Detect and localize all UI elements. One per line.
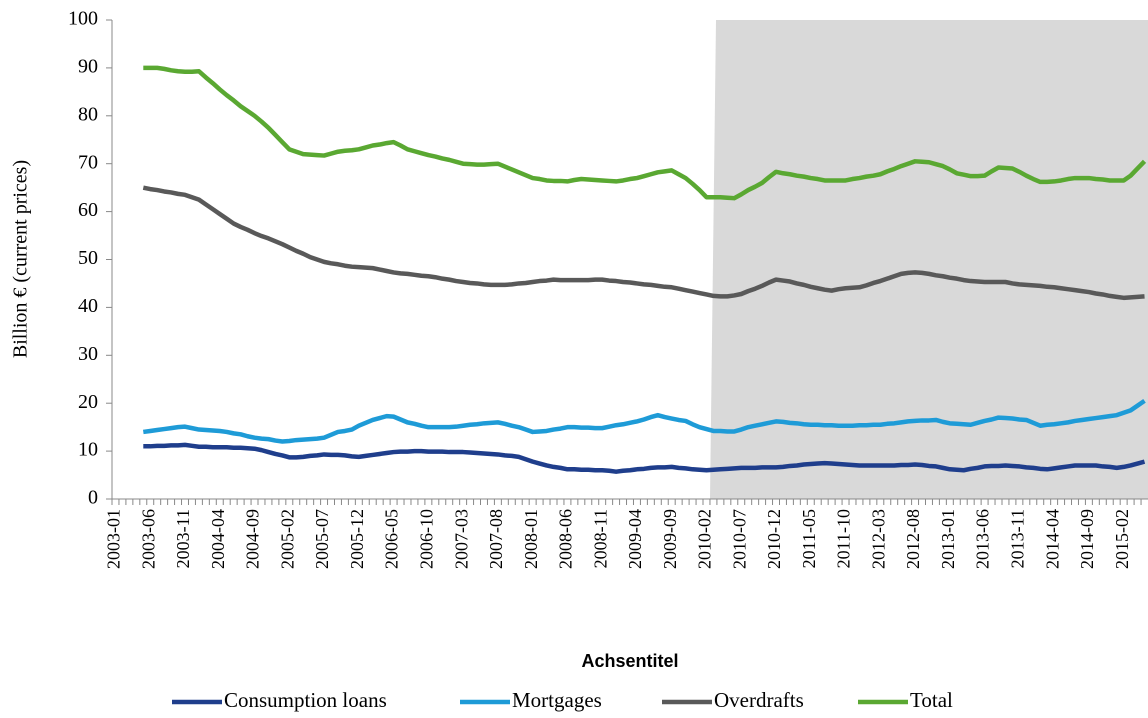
x-tick-label: 2012-08 — [903, 509, 923, 569]
x-tick-label: 2006-10 — [416, 509, 436, 569]
x-tick-label: 2006-05 — [382, 509, 402, 569]
y-axis-title: Billion € (current prices) — [10, 160, 32, 358]
y-tick-label: 50 — [78, 247, 98, 269]
y-tick-label: 80 — [78, 103, 98, 125]
x-tick-label: 2008-01 — [521, 509, 541, 569]
series-line — [142, 185, 1145, 301]
legend-label: Total — [910, 688, 953, 712]
series-line — [143, 65, 1147, 201]
x-tick-label: 2003-06 — [138, 509, 158, 569]
y-tick-label: 0 — [88, 487, 98, 509]
x-tick-label: 2010-07 — [729, 509, 749, 569]
x-tick-label: 2007-03 — [451, 509, 471, 569]
x-tick-label: 2011-10 — [834, 509, 854, 568]
y-tick-label: 100 — [68, 8, 98, 30]
legend-label: Mortgages — [512, 688, 602, 712]
x-tick-label: 2014-04 — [1042, 509, 1062, 569]
x-tick-label: 2013-06 — [973, 509, 993, 569]
y-tick-label: 90 — [78, 55, 98, 77]
y-tick-label: 20 — [78, 391, 98, 413]
x-tick-label: 2015-02 — [1112, 509, 1132, 569]
x-tick-label: 2010-12 — [764, 509, 784, 569]
series-line — [142, 398, 1146, 444]
shaded-period — [710, 20, 1148, 499]
x-tick-label: 2010-02 — [695, 509, 715, 569]
x-axis-title: Achsentitel — [581, 651, 678, 671]
x-tick-label: 2003-01 — [104, 509, 124, 569]
x-tick-label: 2005-07 — [312, 509, 332, 569]
x-tick-label: 2005-02 — [277, 509, 297, 569]
x-tick-label: 2009-04 — [625, 509, 645, 569]
y-tick-label: 60 — [78, 199, 98, 221]
y-tick-label: 40 — [78, 295, 98, 317]
x-tick-label: 2011-05 — [799, 509, 819, 568]
legend-label: Consumption loans — [224, 688, 387, 712]
y-tick-label: 10 — [78, 439, 98, 461]
x-tick-label: 2009-09 — [660, 509, 680, 569]
y-tick-label: 30 — [78, 343, 98, 365]
series-line — [143, 442, 1146, 474]
x-tick-label: 2013-11 — [1007, 509, 1027, 568]
x-tick-label: 2005-12 — [347, 509, 367, 569]
x-tick-label: 2012-03 — [868, 509, 888, 569]
x-tick-label: 2013-01 — [938, 509, 958, 569]
x-tick-label: 2007-08 — [486, 509, 506, 569]
x-tick-label: 2014-09 — [1077, 509, 1097, 569]
x-tick-label: 2003-11 — [173, 509, 193, 568]
x-tick-label: 2008-11 — [590, 509, 610, 568]
y-tick-label: 70 — [78, 151, 98, 173]
x-tick-label: 2004-09 — [243, 509, 263, 569]
x-tick-label: 2008-06 — [556, 509, 576, 569]
x-tick-label: 2004-04 — [208, 509, 228, 569]
legend-label: Overdrafts — [714, 688, 804, 712]
